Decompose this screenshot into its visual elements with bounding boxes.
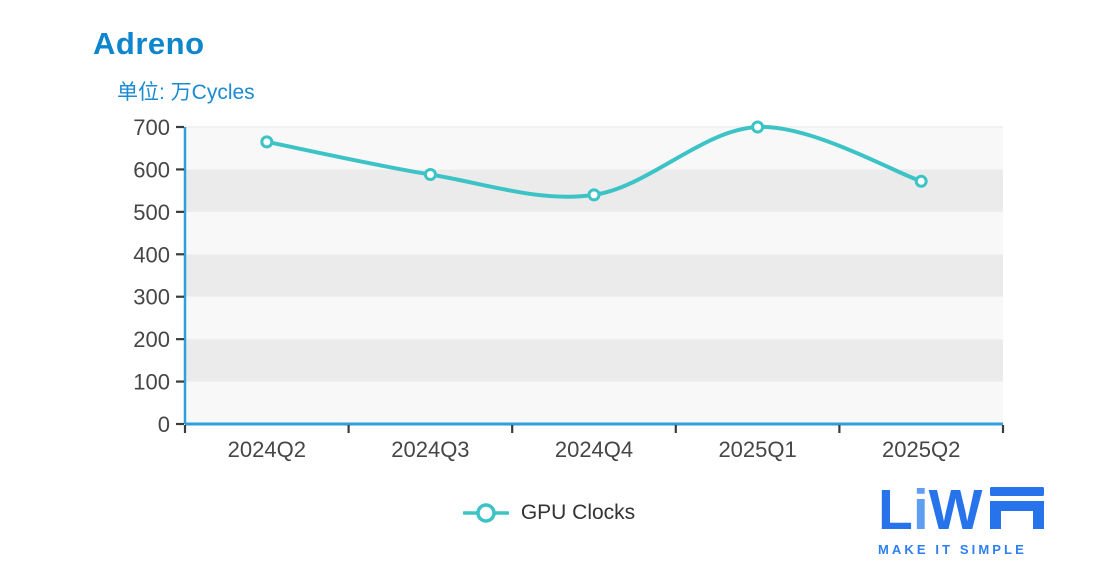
logo-letter-w: W xyxy=(929,478,983,535)
plot-band xyxy=(185,296,1003,340)
data-point[interactable] xyxy=(260,135,274,149)
logo-letter-l: L xyxy=(878,478,913,535)
y-axis-label: 200 xyxy=(133,327,170,352)
legend-line-marker-icon xyxy=(462,503,509,523)
y-axis-label: 300 xyxy=(133,285,170,310)
legend-item-gpu-clocks[interactable]: GPU Clocks xyxy=(0,496,1098,530)
data-point[interactable] xyxy=(751,120,765,134)
y-axis-label: 400 xyxy=(133,242,170,267)
liwa-logo-icon: LiW xyxy=(878,478,1044,542)
y-axis-label: 700 xyxy=(133,115,170,140)
logo-letter-i: i xyxy=(913,478,929,535)
plot-band xyxy=(185,211,1003,255)
x-axis-label: 2024Q2 xyxy=(228,437,306,462)
x-axis-label: 2024Q3 xyxy=(391,437,469,462)
x-axis-label: 2025Q1 xyxy=(718,437,796,462)
y-axis-label: 100 xyxy=(133,370,170,395)
y-axis-label: 600 xyxy=(133,157,170,182)
legend-label: GPU Clocks xyxy=(520,501,636,524)
chart-title: Adreno xyxy=(93,26,205,61)
plot-band xyxy=(185,339,1003,382)
chart-unit-label: 单位: 万Cycles xyxy=(117,81,255,104)
x-axis-label: 2024Q4 xyxy=(555,437,633,462)
y-axis-label: 0 xyxy=(158,412,170,437)
plot-band xyxy=(185,381,1003,424)
x-axis-label: 2025Q2 xyxy=(882,437,960,462)
data-point[interactable] xyxy=(587,188,601,202)
svg-text:LiW: LiW xyxy=(878,478,983,535)
brand-logo: LiW MAKE IT SIMPLE xyxy=(878,477,1058,557)
logo-letter-a xyxy=(990,487,1044,529)
data-point[interactable] xyxy=(914,174,928,188)
plot-band xyxy=(185,254,1003,297)
logo-tagline: MAKE IT SIMPLE xyxy=(878,542,1027,557)
data-point[interactable] xyxy=(423,168,437,182)
plot-band xyxy=(185,127,1003,170)
y-axis-label: 500 xyxy=(133,200,170,225)
